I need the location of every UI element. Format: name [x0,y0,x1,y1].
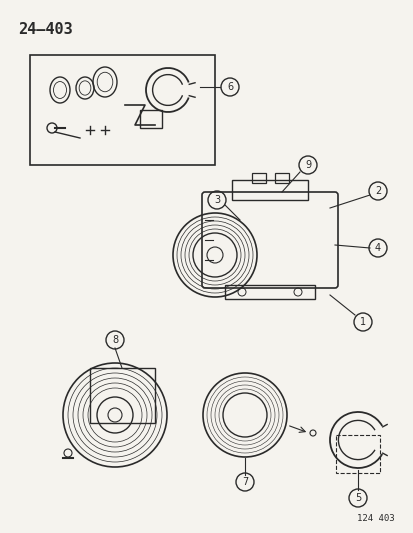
Text: 7: 7 [241,477,247,487]
Bar [30,55,214,165]
Bar [90,368,154,423]
Text: 9: 9 [304,160,310,170]
Text: 2: 2 [374,186,380,196]
Text: 24–403: 24–403 [18,22,73,37]
Text: 124 403: 124 403 [356,514,394,523]
Bar [231,180,307,200]
Bar [335,435,379,473]
Bar [274,173,288,183]
Text: 6: 6 [226,82,233,92]
Text: 8: 8 [112,335,118,345]
Bar [140,110,161,128]
Text: 1: 1 [359,317,365,327]
Text: 5: 5 [354,493,360,503]
Bar [224,285,314,299]
Text: 3: 3 [214,195,220,205]
Text: 4: 4 [374,243,380,253]
Bar [252,173,266,183]
